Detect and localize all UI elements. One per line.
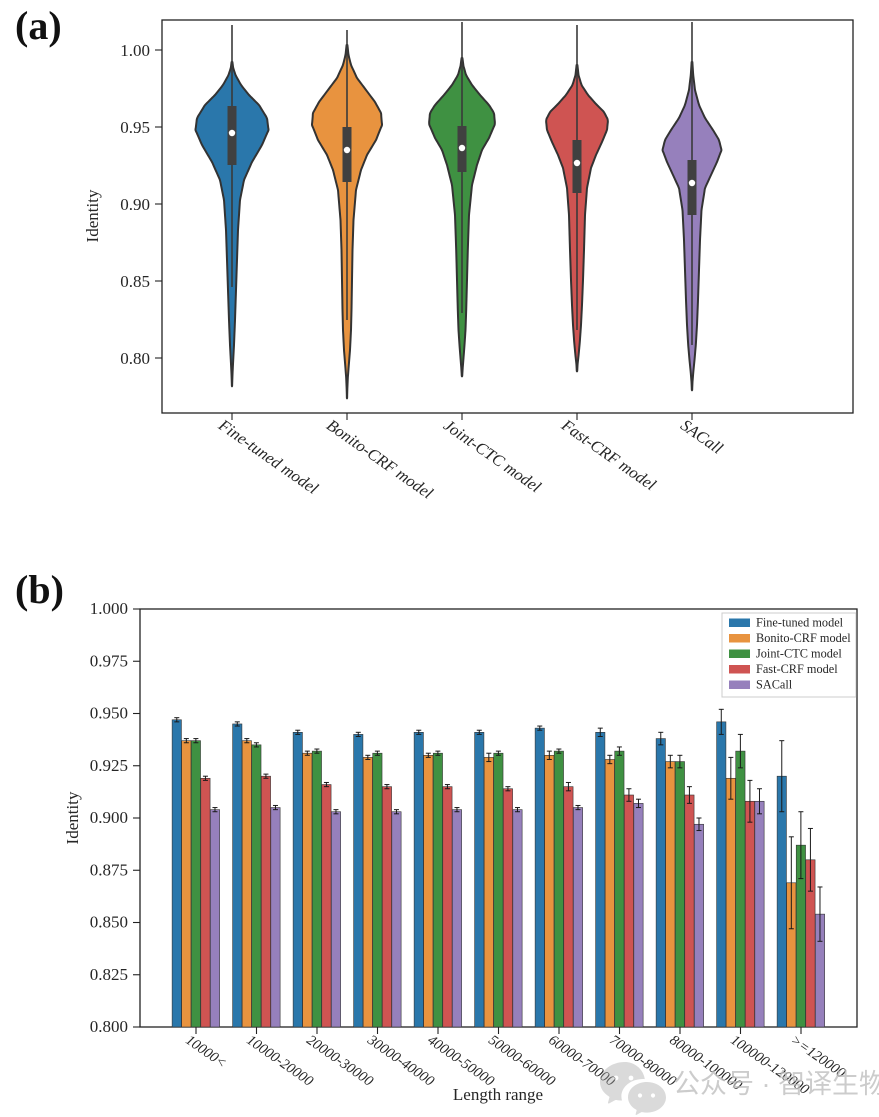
svg-text:0.950: 0.950 (90, 704, 128, 723)
svg-text:0.800: 0.800 (90, 1017, 128, 1036)
svg-text:0.850: 0.850 (90, 913, 128, 932)
svg-text:0.80: 0.80 (120, 349, 150, 368)
svg-text:1.00: 1.00 (120, 41, 150, 60)
svg-text:0.925: 0.925 (90, 756, 128, 775)
svg-text:Fine-tuned model: Fine-tuned model (756, 616, 844, 630)
svg-text:Fast-CRF model: Fast-CRF model (756, 662, 838, 676)
svg-text:Identity: Identity (83, 189, 102, 242)
svg-text:Joint-CTC model: Joint-CTC model (756, 647, 842, 661)
svg-text:1.000: 1.000 (90, 599, 128, 618)
svg-text:Identity: Identity (63, 791, 82, 844)
svg-text:0.90: 0.90 (120, 195, 150, 214)
svg-text:0.825: 0.825 (90, 965, 128, 984)
svg-text:Bonito-CRF model: Bonito-CRF model (756, 631, 851, 645)
svg-text:公众号 · 智译生物: 公众号 · 智译生物 (673, 1069, 879, 1099)
svg-text:0.875: 0.875 (90, 860, 128, 879)
svg-text:Length range: Length range (453, 1085, 543, 1104)
svg-text:0.900: 0.900 (90, 808, 128, 827)
svg-text:0.95: 0.95 (120, 118, 150, 137)
svg-text:0.975: 0.975 (90, 651, 128, 670)
svg-text:SACall: SACall (756, 678, 793, 692)
svg-text:0.85: 0.85 (120, 272, 150, 291)
